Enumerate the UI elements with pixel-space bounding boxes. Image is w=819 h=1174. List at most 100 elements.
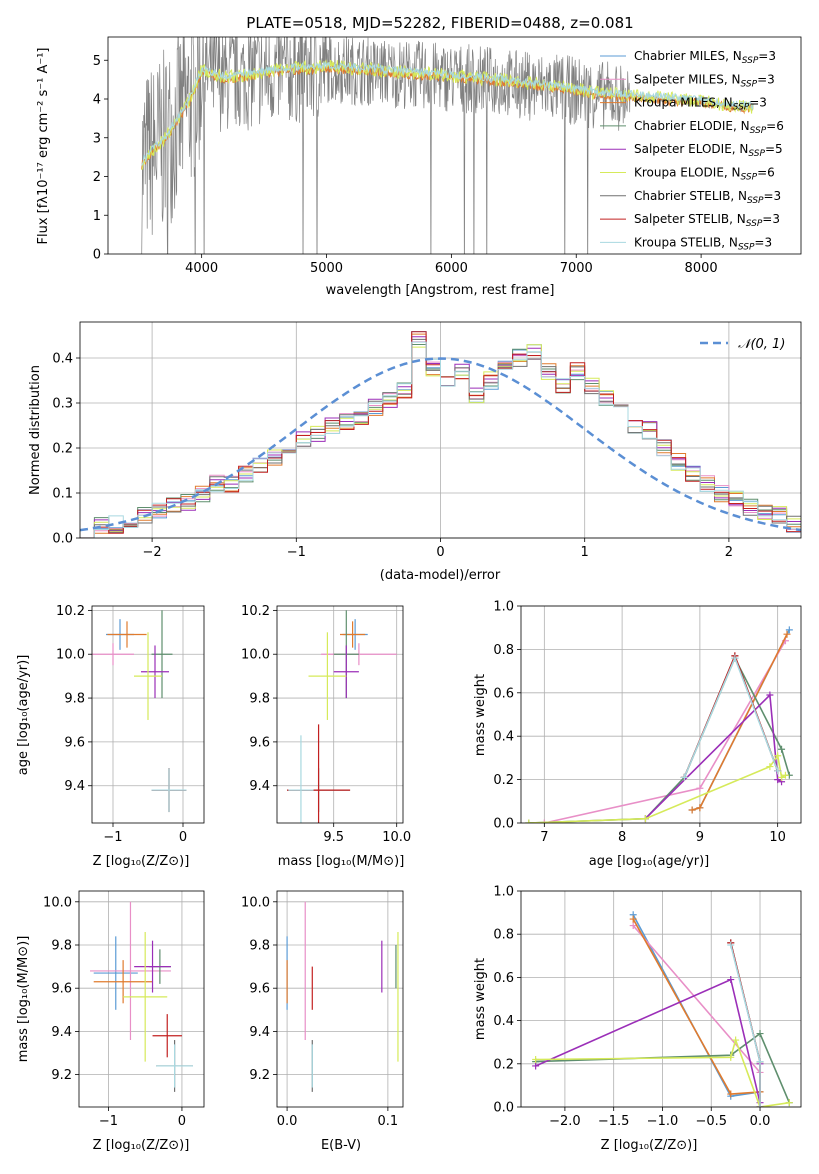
y-tick-label: 0.8: [493, 928, 514, 943]
legend-subscript: SSP: [748, 149, 765, 159]
plot-area: [141, 37, 754, 254]
series-marker: [696, 784, 704, 792]
legend-label: Chabrier MILES, NSSP=3: [634, 49, 776, 66]
axes-frame: [79, 321, 802, 539]
y-tick-label: 0.0: [493, 1101, 514, 1116]
y-tick-label: 1.0: [493, 885, 514, 900]
axes-frame: [91, 605, 205, 824]
series-marker: [781, 771, 789, 779]
series-marker: [540, 819, 548, 823]
legend-name: Chabrier ELODIE, N: [634, 119, 750, 133]
legend-label: Kroupa STELIB, NSSP=3: [634, 235, 772, 252]
series-marker: [783, 630, 791, 638]
z-mass-xlabel: Z [log₁₀(Z/Z⊙)]: [93, 1138, 190, 1153]
z-mass-ylabel: mass [log₁₀(M/M⊙)]: [16, 936, 31, 1063]
ebv-mass-xlabel: E(B-V): [321, 1138, 361, 1153]
x-tick-label: −2: [143, 545, 162, 560]
series-marker: [778, 773, 786, 781]
series-line: [683, 655, 779, 778]
x-tick-label: 2: [725, 545, 733, 560]
legend-subscript: SSP: [741, 173, 758, 183]
x-tick-label: 1: [581, 545, 589, 560]
x-tick-label: 8000: [685, 261, 718, 276]
series-marker: [766, 763, 774, 771]
series-line: [535, 978, 761, 1103]
series-marker: [680, 773, 688, 781]
legend-count: =5: [765, 142, 783, 156]
y-tick-label: 0.4: [52, 352, 73, 367]
x-tick-label: 9.5: [323, 830, 344, 845]
x-tick-label: 9: [696, 830, 704, 845]
y-tick-label: 0.4: [493, 1014, 514, 1029]
y-tick-label: 9.6: [249, 982, 270, 997]
legend-subscript: SSP: [742, 56, 759, 66]
y-tick-label: 9.4: [51, 1025, 72, 1040]
series-line: [528, 753, 786, 823]
z-age-ylabel: age [log₁₀(age/yr)]: [16, 655, 31, 776]
series-marker: [696, 804, 704, 812]
y-tick-label: 0.4: [493, 730, 514, 745]
series-marker: [785, 626, 793, 634]
series-marker: [774, 767, 782, 775]
legend-count: =3: [758, 49, 776, 63]
legend-count: =6: [757, 166, 775, 180]
spectrum-ylabel: Flux [fλ10⁻¹⁷ erg cm⁻² s⁻¹ A⁻¹]: [36, 48, 51, 245]
legend-name: Kroupa ELODIE, N: [634, 166, 741, 180]
y-tick-label: 9.8: [249, 939, 270, 954]
x-tick-label: −1: [99, 1114, 118, 1129]
x-tick-label: 4000: [185, 261, 218, 276]
y-tick-label: 9.8: [64, 692, 85, 707]
y-tick-label: 9.2: [249, 1068, 270, 1083]
legend-subscript: SSP: [750, 126, 767, 136]
legend-count: =3: [764, 189, 782, 203]
plot-area: [92, 610, 187, 813]
z-mass-plot: −1 0 9.2 9.4 9.6 9.8 10.0: [43, 890, 205, 1129]
x-tick-label: −2.0: [549, 1114, 581, 1129]
observed-spectrum: [141, 37, 751, 254]
legend-label: Chabrier STELIB, NSSP=3: [634, 189, 781, 206]
y-tick-label: 10.0: [241, 895, 270, 910]
histogram-step: [80, 341, 801, 538]
y-tick-label: 0.0: [493, 817, 514, 832]
y-tick-label: 10.0: [56, 648, 85, 663]
plot-area: [287, 610, 397, 823]
y-tick-label: 3: [93, 131, 101, 146]
legend-name: Salpeter MILES, N: [634, 72, 741, 86]
residual-histogram-plot: −2 −1 0 1 2 0.0 0.1 0.2 0.3 0.4 𝒩(0, 1): [52, 321, 802, 560]
x-tick-label: 0.1: [378, 1114, 399, 1129]
series-marker: [756, 1058, 764, 1066]
x-tick-label: 10: [769, 830, 786, 845]
y-tick-label: 0.3: [52, 397, 73, 412]
y-tick-label: 10.2: [56, 604, 85, 619]
y-tick-label: 9.4: [64, 779, 85, 794]
y-tick-label: 0: [93, 248, 101, 263]
legend-label: Salpeter MILES, NSSP=3: [634, 72, 775, 89]
y-tick-label: 0.0: [52, 532, 73, 547]
legend-subscript: SSP: [741, 79, 758, 89]
legend-name: Kroupa MILES, N: [634, 96, 733, 110]
series-line: [632, 918, 761, 1095]
age-massweight-plot: 7 8 9 10 0.0 0.2 0.4 0.6 0.8 1.0: [493, 600, 802, 845]
age-massweight-ylabel: mass weight: [473, 674, 488, 756]
plot-area: [90, 901, 193, 1092]
spectrum-plot: 4000 5000 6000 7000 8000 0 1 2 3 4 5 Chabrier MILES…: [93, 36, 802, 276]
x-tick-label: 0.0: [750, 1114, 771, 1129]
z-massweight-xlabel: Z [log₁₀(Z/Z⊙)]: [601, 1138, 698, 1153]
y-tick-label: 9.8: [51, 939, 72, 954]
series-marker: [727, 976, 735, 984]
series-line: [632, 914, 761, 1098]
series-marker: [756, 1103, 764, 1107]
z-massweight-ylabel: mass weight: [473, 958, 488, 1040]
series-line: [683, 653, 779, 778]
axes-frame: [78, 890, 205, 1108]
axes-frame: [107, 36, 802, 255]
y-tick-label: 10.0: [241, 648, 270, 663]
y-tick-label: 5: [93, 54, 101, 69]
ebv-mass-plot: 0.0 0.1 9.2 9.4 9.6 9.8 10.0: [241, 890, 404, 1129]
y-tick-label: 9.6: [64, 735, 85, 750]
mass-age-xlabel: mass [log₁₀(M/M⊙)]: [278, 854, 405, 869]
x-tick-label: 8: [618, 830, 626, 845]
x-tick-label: −1: [103, 830, 122, 845]
y-tick-label: 1: [93, 209, 101, 224]
